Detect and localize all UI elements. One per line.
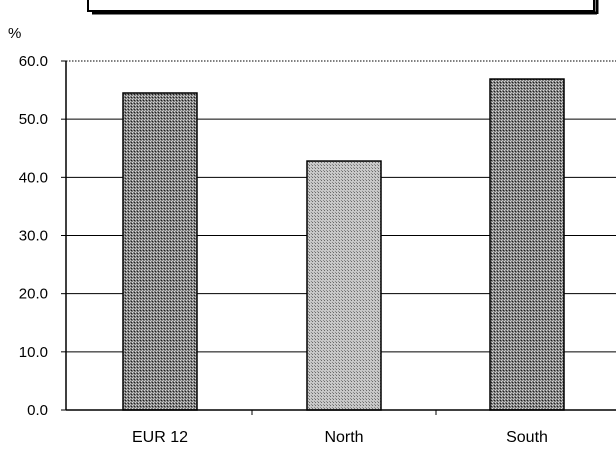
bar-eur-12 <box>122 92 198 411</box>
x-category-label: EUR 12 <box>132 429 188 446</box>
y-tick-label: 40.0 <box>19 169 48 186</box>
y-unit-label: % <box>8 25 21 42</box>
y-tick-label: 0.0 <box>27 402 48 419</box>
y-tick-label: 50.0 <box>19 111 48 128</box>
x-category-label: North <box>324 429 363 446</box>
bar-north <box>306 160 382 411</box>
y-tick-label: 10.0 <box>19 344 48 361</box>
legend-box <box>87 0 599 15</box>
y-tick-label: 60.0 <box>19 53 48 70</box>
bar-south <box>489 78 565 411</box>
y-tick-label: 20.0 <box>19 286 48 303</box>
y-tick-label: 30.0 <box>19 228 48 245</box>
y-tick-labels: 0.0 10.0 20.0 30.0 40.0 50.0 60.0 <box>19 53 66 419</box>
x-category-labels: EUR 12 North South <box>132 410 548 446</box>
x-category-label: South <box>506 429 548 446</box>
bars <box>122 78 565 411</box>
axes <box>65 61 616 411</box>
